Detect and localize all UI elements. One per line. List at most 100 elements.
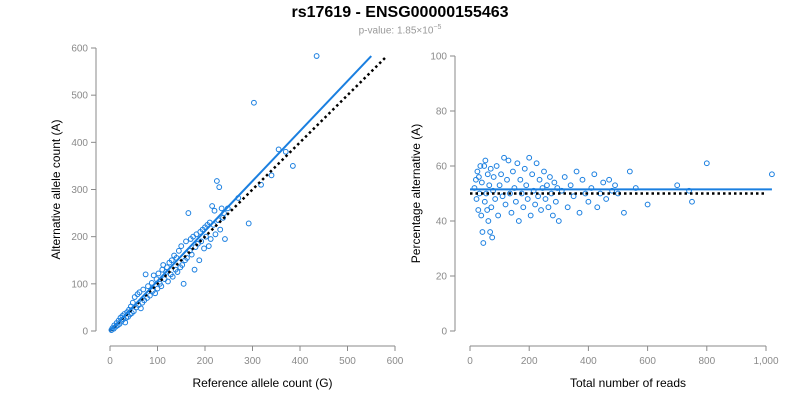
x-tick-label: 200 xyxy=(521,356,538,367)
data-point xyxy=(487,165,494,172)
y-tick-label: 600 xyxy=(71,44,88,55)
data-point xyxy=(555,218,562,224)
data-point xyxy=(489,234,496,241)
data-point xyxy=(289,163,296,169)
data-point xyxy=(207,236,214,242)
data-point xyxy=(155,270,162,277)
y-tick-label: 200 xyxy=(71,232,88,243)
data-point xyxy=(201,245,207,252)
x-tick-label: 200 xyxy=(197,356,214,367)
data-point xyxy=(211,207,218,214)
data-point xyxy=(512,198,519,205)
data-point xyxy=(245,220,252,227)
data-point xyxy=(689,198,695,205)
data-point xyxy=(501,154,507,161)
data-point xyxy=(145,283,151,290)
data-point xyxy=(541,168,547,175)
data-point xyxy=(564,204,571,211)
data-point xyxy=(490,174,497,180)
data-point xyxy=(184,254,190,261)
y-axis-label: Percentage alternative (A) xyxy=(409,124,423,263)
data-point xyxy=(179,262,186,268)
data-point xyxy=(686,187,692,194)
data-point xyxy=(218,205,225,212)
x-tick-label: 600 xyxy=(387,356,404,367)
data-point xyxy=(674,182,681,189)
data-point xyxy=(488,204,495,211)
data-point xyxy=(511,185,518,191)
data-point xyxy=(591,171,598,178)
data-point xyxy=(515,218,522,224)
y-tick-label: 40 xyxy=(436,217,448,228)
data-point xyxy=(505,157,512,164)
data-point xyxy=(621,209,627,216)
data-point xyxy=(275,146,282,153)
data-point xyxy=(703,160,710,167)
data-point xyxy=(484,171,491,178)
data-point xyxy=(585,198,592,205)
data-point xyxy=(524,196,531,202)
data-point xyxy=(492,196,499,202)
data-point xyxy=(191,266,198,273)
y-tick-label: 100 xyxy=(430,52,447,63)
data-point xyxy=(487,229,494,235)
data-point xyxy=(538,207,544,213)
data-point xyxy=(185,210,192,216)
data-point xyxy=(498,171,504,178)
data-point xyxy=(129,299,136,306)
x-tick-label: 1,000 xyxy=(753,356,778,367)
data-point xyxy=(530,187,537,194)
data-point xyxy=(542,196,549,202)
x-tick-label: 0 xyxy=(467,356,473,367)
data-point xyxy=(475,174,482,180)
data-point xyxy=(495,212,502,219)
data-point xyxy=(222,236,228,242)
data-point xyxy=(612,182,618,189)
data-point xyxy=(174,269,181,275)
chart-panel-1: 0 100 200 300 400 500 600 0 100 200 300 400 500 600 Re… xyxy=(49,44,404,391)
data-point xyxy=(545,204,552,211)
data-point xyxy=(551,179,558,186)
data-point xyxy=(594,204,601,211)
data-point xyxy=(209,203,216,209)
data-point xyxy=(183,238,189,245)
data-point xyxy=(502,201,509,208)
x-tick-label: 100 xyxy=(149,356,166,367)
data-point xyxy=(484,207,491,213)
data-point xyxy=(567,182,574,189)
y-tick-label: 500 xyxy=(71,91,88,102)
data-point xyxy=(188,251,195,258)
data-point xyxy=(507,190,513,197)
data-point xyxy=(282,148,289,155)
x-tick-label: 0 xyxy=(107,356,113,367)
data-point xyxy=(532,201,539,208)
data-point xyxy=(479,229,486,235)
y-tick-label: 0 xyxy=(441,327,447,338)
data-point xyxy=(499,193,506,200)
data-point xyxy=(510,168,516,175)
data-point xyxy=(473,196,480,202)
data-point xyxy=(600,179,607,186)
data-point xyxy=(136,289,143,296)
data-point xyxy=(152,290,159,297)
data-point xyxy=(178,243,185,250)
data-point xyxy=(539,185,546,191)
data-point xyxy=(644,201,651,208)
x-tick-label: 300 xyxy=(244,356,261,367)
y-axis-label: Alternative allele count (A) xyxy=(49,119,63,259)
chart-panel-2: 0 20 40 60 80 100 0 200 400 600 800 1,000 Total numb… xyxy=(409,52,779,391)
data-point xyxy=(313,53,320,59)
data-point xyxy=(477,163,484,169)
data-point xyxy=(169,273,176,280)
data-point xyxy=(552,198,559,205)
data-point xyxy=(493,163,500,169)
data-point xyxy=(544,182,550,189)
data-point xyxy=(570,193,577,200)
data-point xyxy=(517,176,524,183)
data-point xyxy=(632,185,639,191)
data-point xyxy=(131,294,138,300)
x-axis-label: Total number of reads xyxy=(570,376,686,390)
data-point xyxy=(536,176,543,183)
y-tick-label: 20 xyxy=(436,272,448,283)
